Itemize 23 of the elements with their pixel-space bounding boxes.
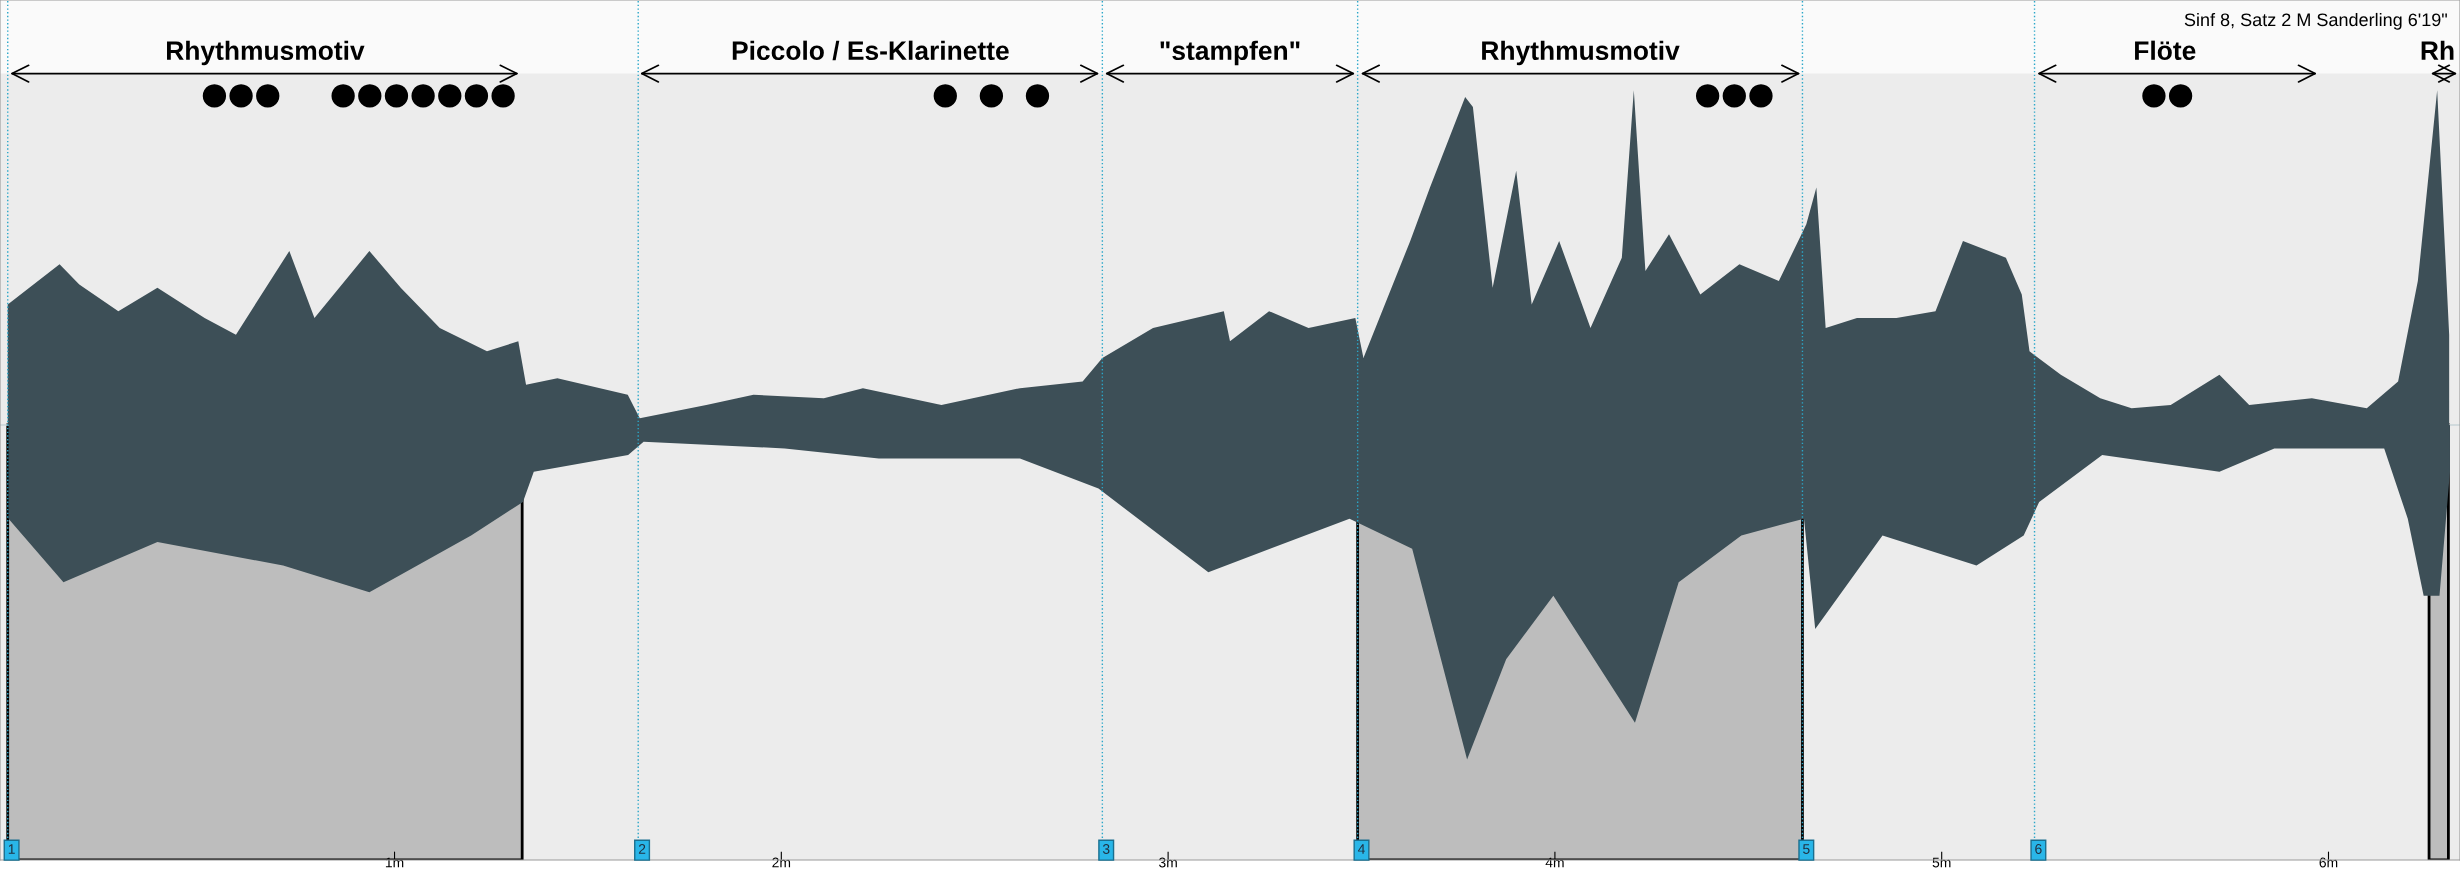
text: Flöte	[2135, 40, 2196, 61]
text: "stampfen"	[1160, 40, 1300, 66]
text: Rh	[2421, 40, 2454, 60]
text: 3	[1102, 844, 1110, 854]
text: 5	[1803, 844, 1810, 854]
x-tick-label: 5m	[1932, 857, 1951, 868]
annotation: ●●●	[1695, 84, 1773, 108]
annotation: ●●●●●●●	[331, 84, 515, 108]
text: Piccolo / Es-Klarinette	[732, 40, 1009, 61]
annotation: ●●●	[202, 84, 280, 108]
x-tick-label: 6m	[2319, 857, 2338, 868]
text: Rhythmusmotiv	[167, 40, 365, 66]
x-tick-label: 4m	[1545, 857, 1564, 868]
text: Sinf 8, Satz 2 M Sanderling 6'19"	[2184, 12, 2447, 30]
text: 2	[638, 844, 646, 854]
annotation: ●●	[2142, 84, 2193, 108]
annotation: ● ● ●	[933, 84, 1050, 108]
text: 6	[2035, 844, 2042, 854]
text: 4	[1357, 844, 1365, 854]
text: 1	[8, 844, 15, 854]
text: Rhythmusmotiv	[1482, 40, 1680, 66]
x-tick-label: 2m	[772, 857, 791, 868]
x-tick-label: 3m	[1159, 857, 1177, 868]
